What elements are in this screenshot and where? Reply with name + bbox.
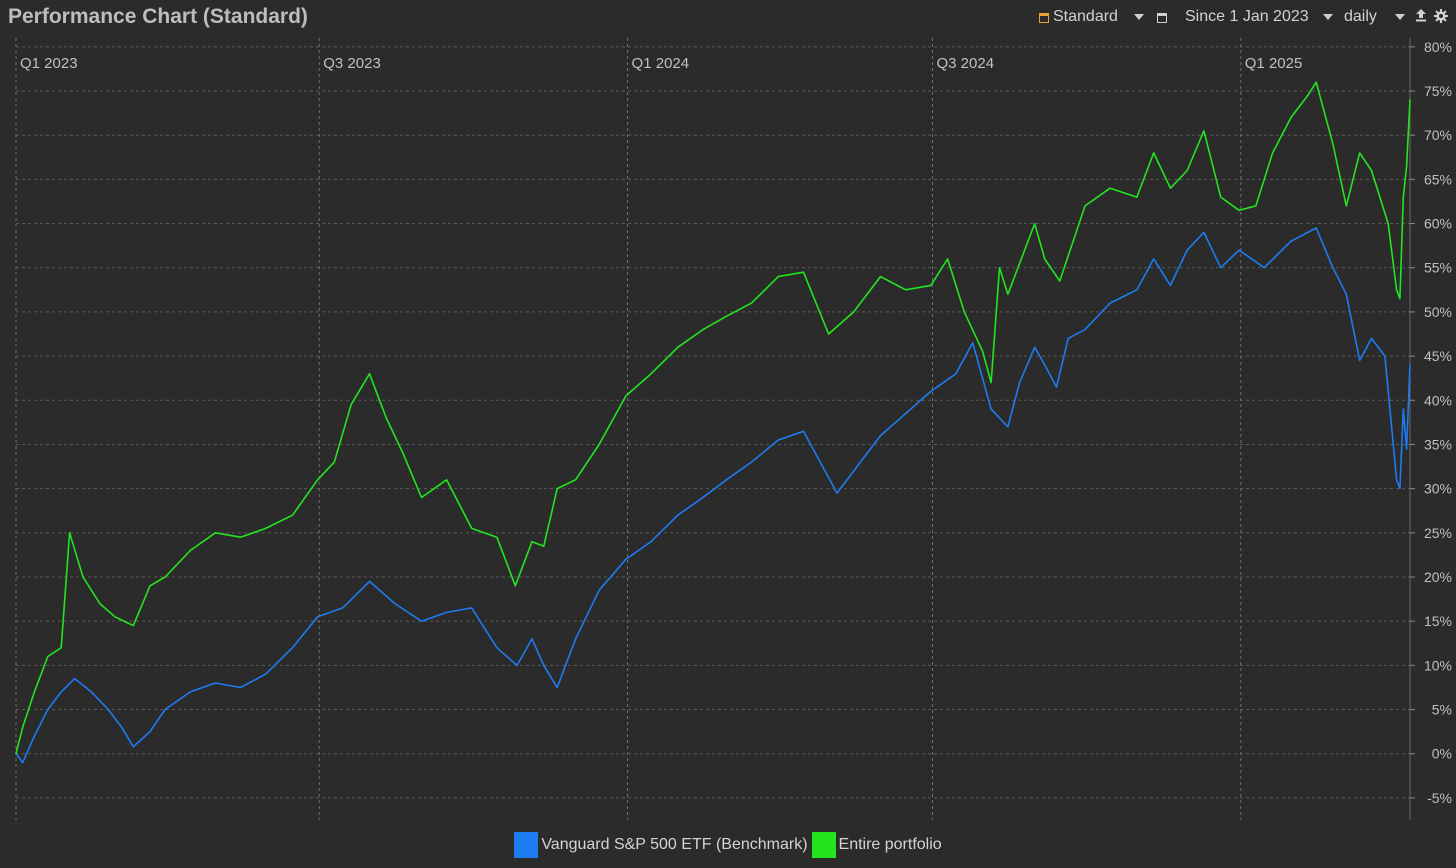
y-tick-label: 40% [1424, 392, 1452, 408]
view-icon[interactable] [1039, 10, 1049, 23]
y-tick-label: -5% [1427, 790, 1452, 806]
portfolio-series-line[interactable] [15, 81, 1411, 755]
legend-label: Entire portfolio [838, 836, 942, 853]
series-lines [15, 81, 1411, 764]
y-tick-label: 80% [1424, 39, 1452, 55]
y-tick-label: 5% [1432, 702, 1452, 718]
y-tick-label: 20% [1424, 569, 1452, 585]
x-tick-label: Q1 2025 [1245, 55, 1303, 72]
grid [15, 38, 1411, 820]
y-tick-label: 50% [1424, 304, 1452, 320]
y-tick-label: 70% [1424, 127, 1452, 143]
benchmark-series-line[interactable] [15, 227, 1411, 764]
x-tick-label: Q3 2023 [323, 55, 381, 72]
chart-canvas[interactable]: -5% 0% 5% 10% 15% 20% 25% 30% 35% 40% 45% 50% 55% 60%… [0, 38, 1456, 826]
page-title: Performance Chart (Standard) [8, 5, 308, 28]
y-tick-label: 25% [1424, 525, 1452, 541]
legend-swatch [514, 832, 539, 858]
legend-item-portfolio[interactable]: Entire portfolio [811, 832, 942, 858]
export-icon[interactable] [1415, 9, 1427, 22]
view-selector[interactable]: Standard [1053, 8, 1118, 25]
y-tick-label: 65% [1424, 171, 1452, 187]
period-dropdown-caret[interactable] [1323, 14, 1333, 20]
y-tick-label: 45% [1424, 348, 1452, 364]
chart-header: Performance Chart (Standard) Standard Si… [0, 0, 1456, 38]
x-tick-label: Q1 2023 [20, 55, 78, 72]
calendar-icon[interactable] [1157, 10, 1167, 23]
x-tick-label: Q3 2024 [936, 55, 994, 72]
y-tick-label: 75% [1424, 83, 1452, 99]
period-selector[interactable]: Since 1 Jan 2023 [1185, 8, 1309, 25]
axis-ticks: -5% 0% 5% 10% 15% 20% 25% 30% 35% 40% 45% 50% 55% 60%… [20, 39, 1452, 806]
y-tick-label: 10% [1424, 657, 1452, 673]
y-tick-label: 35% [1424, 436, 1452, 452]
view-dropdown-caret[interactable] [1134, 14, 1144, 20]
gear-icon[interactable] [1434, 9, 1448, 23]
y-tick-label: 15% [1424, 613, 1452, 629]
performance-chart[interactable]: -5% 0% 5% 10% 15% 20% 25% 30% 35% 40% 45% 50% 55% 60%… [0, 38, 1456, 826]
x-tick-label: Q1 2024 [632, 55, 690, 72]
interval-selector[interactable]: daily [1344, 8, 1377, 25]
y-tick-label: 0% [1432, 746, 1452, 762]
y-tick-label: 55% [1424, 260, 1452, 276]
legend-swatch [811, 832, 836, 858]
chart-legend: Vanguard S&P 500 ETF (Benchmark) Entire p… [0, 832, 1456, 862]
y-tick-label: 60% [1424, 216, 1452, 232]
legend-item-benchmark[interactable]: Vanguard S&P 500 ETF (Benchmark) [514, 832, 808, 858]
y-tick-label: 30% [1424, 481, 1452, 497]
interval-dropdown-caret[interactable] [1395, 14, 1405, 20]
legend-label: Vanguard S&P 500 ETF (Benchmark) [541, 836, 808, 853]
